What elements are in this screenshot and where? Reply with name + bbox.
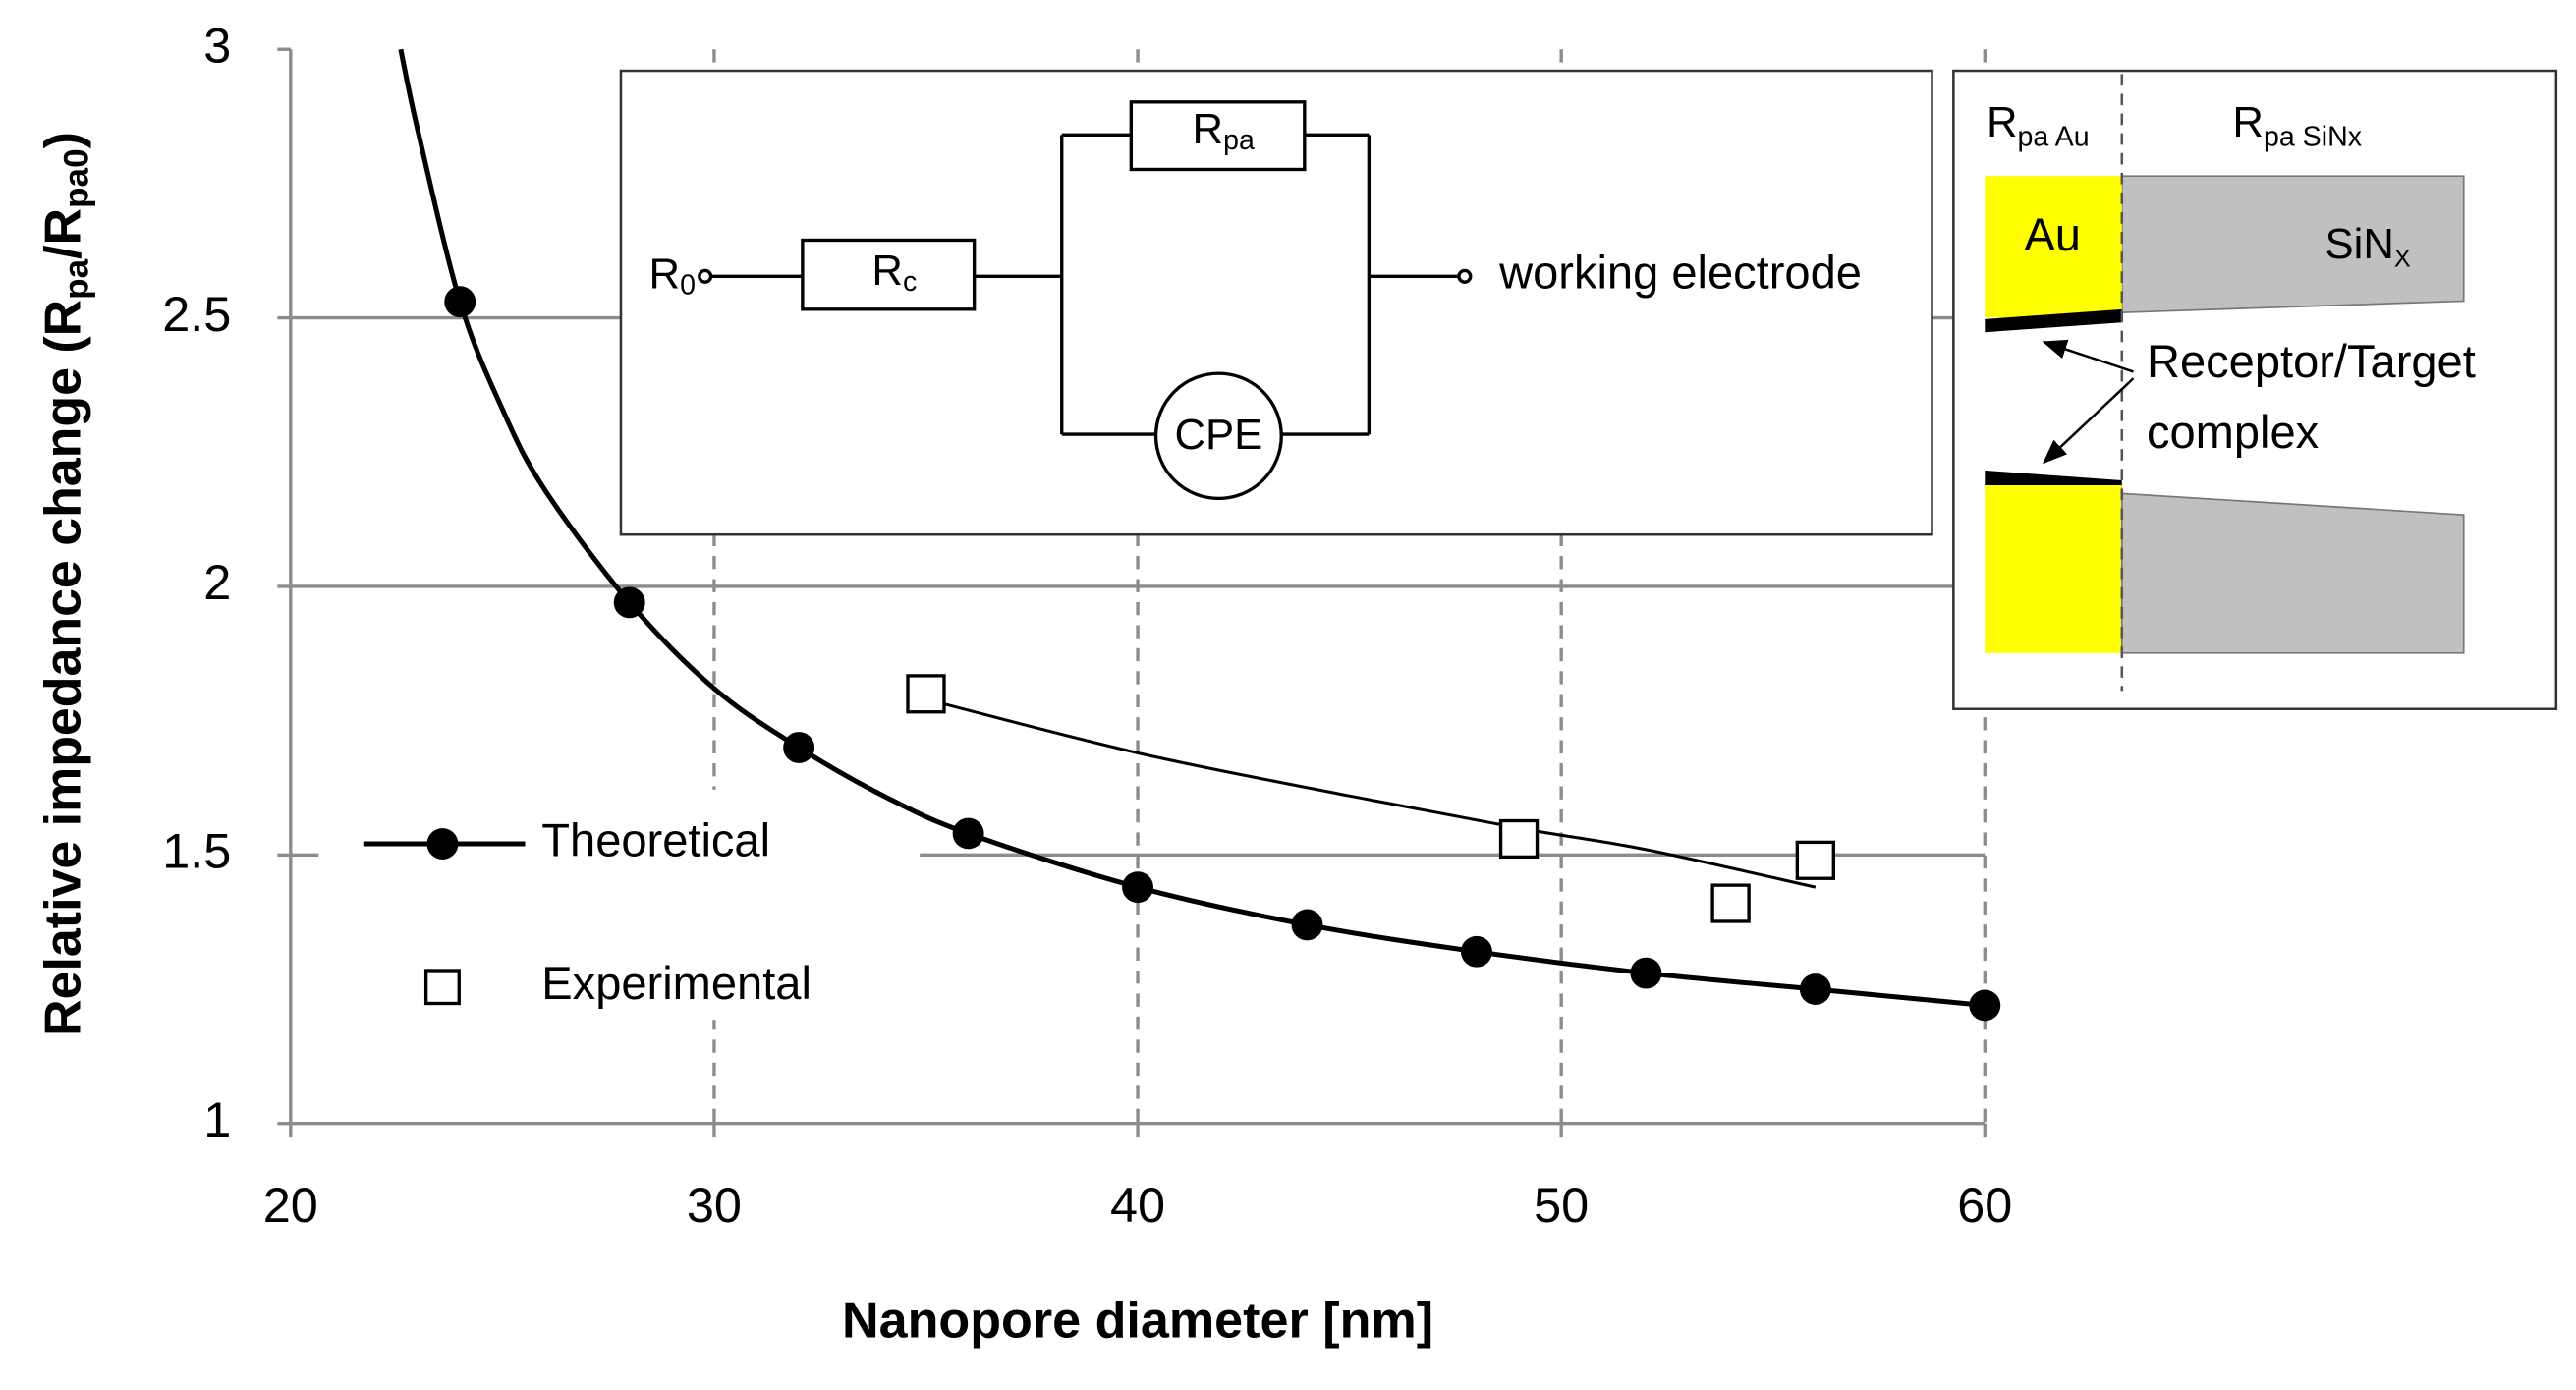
y-tick-label: 3 (203, 18, 231, 74)
marker (613, 586, 645, 619)
marker (444, 286, 476, 318)
au-layer (1985, 484, 2122, 653)
rc-label: Rc (871, 248, 917, 298)
inset-frame (619, 69, 1933, 536)
x-tick-label: 20 (263, 1177, 318, 1233)
marker (1969, 989, 2001, 1022)
au-label: Au (2024, 208, 2081, 260)
plot: 1 1.5 2 2.5 3 20 30 40 50 60 Nanopore diameter [nm… (34, 18, 2012, 1350)
cpe-label: CPE (1174, 412, 1262, 459)
r0-label: R0 (649, 250, 696, 301)
marker (1795, 840, 1836, 880)
legend-label: Experimental (541, 957, 812, 1009)
marker (783, 732, 815, 763)
circuit-inset: R0 Rc Rpa CPE working electrode (619, 69, 1933, 536)
cross-section-inset: Rpa Au Rpa SiNx Au SiNX Receptor/Target … (1952, 69, 2558, 710)
legend-marker (423, 969, 461, 1006)
sinx-label: SiNX (2325, 221, 2411, 272)
y-axis-title-part: /R (34, 208, 91, 259)
legend-background (318, 789, 921, 1021)
y-axis-title-part: pa (58, 258, 96, 299)
marker (1799, 973, 1831, 1005)
x-tick-label: 50 (1534, 1177, 1589, 1233)
marker (1710, 883, 1751, 923)
annotation: complex (2147, 406, 2319, 458)
y-axis-title: Relative impedance change (Rpa/Rpa0) (34, 132, 96, 1036)
y-axis-title-part: Relative impedance change (R (34, 300, 91, 1036)
rpa-label: Rpa (1193, 106, 1255, 156)
au-layer (1985, 176, 2122, 318)
y-tick-label: 2.5 (162, 286, 231, 342)
marker (1498, 818, 1540, 860)
sinx-layer (2120, 492, 2465, 654)
x-tick-label: 60 (1957, 1177, 2012, 1233)
y-axis-title-part: pa0 (58, 148, 96, 208)
output-label: working electrode (1498, 247, 1862, 299)
y-tick-label: 1 (203, 1091, 231, 1147)
marker (1630, 957, 1662, 989)
circuit-wires (698, 100, 1473, 501)
sinx-layer (2120, 175, 2465, 314)
marker (906, 674, 946, 714)
legend-label: Theoretical (541, 814, 770, 866)
legend-marker (426, 828, 459, 860)
marker (1122, 871, 1154, 904)
left-header: Rpa Au (1987, 99, 2090, 152)
marker (952, 817, 984, 850)
annotation-arrow (2042, 339, 2134, 373)
right-header: Rpa SiNx (2232, 99, 2362, 152)
marker (1291, 909, 1323, 941)
marker (1460, 935, 1492, 968)
x-tick-label: 40 (1110, 1177, 1165, 1233)
fit-line (925, 697, 1817, 889)
receptor-layer (1985, 308, 2122, 333)
x-tick-label: 30 (687, 1177, 742, 1233)
x-axis-title: Nanopore diameter [nm] (842, 1293, 1433, 1350)
annotation-arrow (2042, 377, 2135, 465)
y-axis-title-part: ) (34, 132, 91, 148)
annotation: Receptor/Target (2147, 335, 2476, 387)
y-tick-label: 1.5 (162, 823, 231, 879)
y-tick-label: 2 (203, 554, 231, 610)
fit-line (398, 48, 1986, 1008)
